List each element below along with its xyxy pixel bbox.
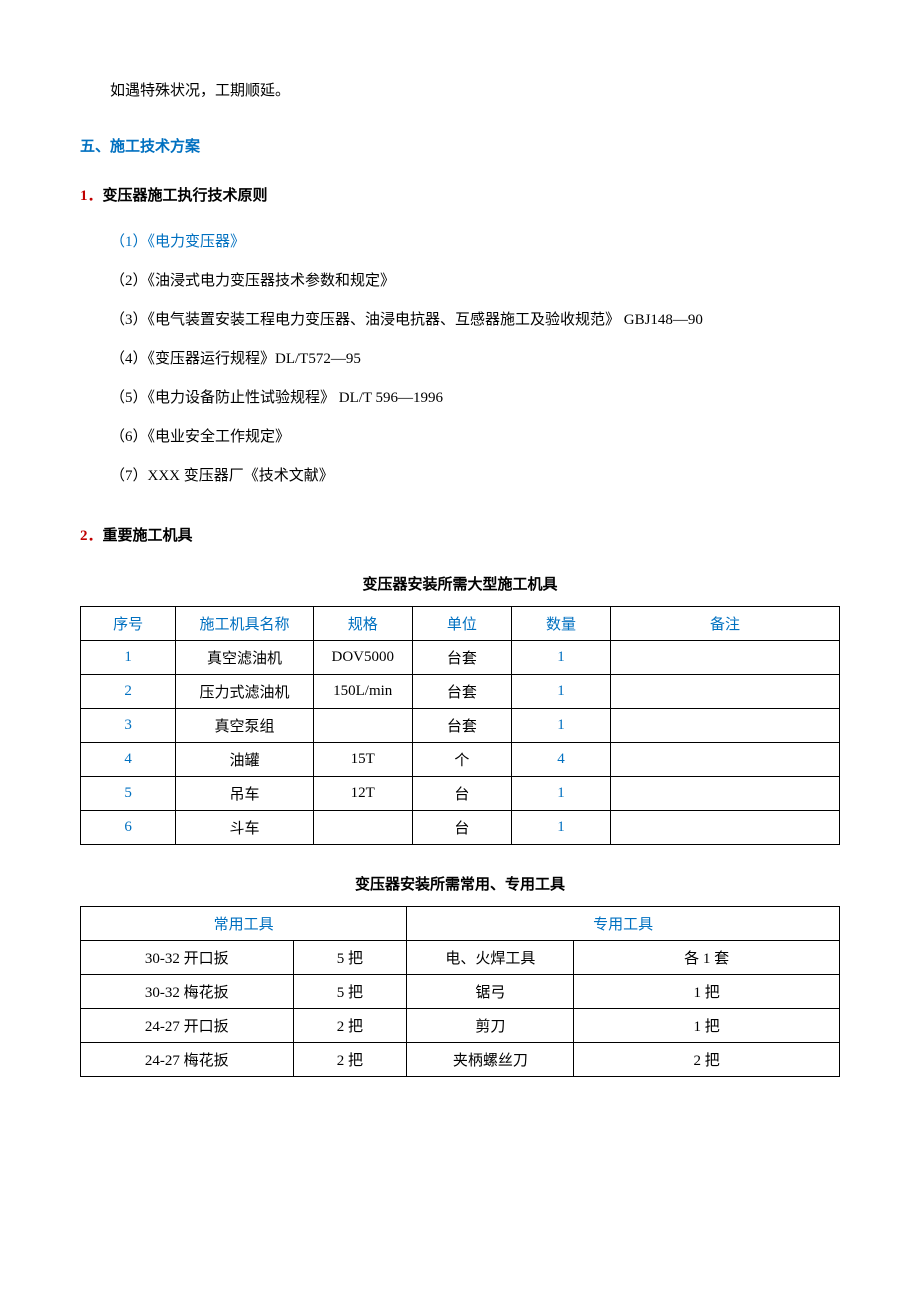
cell: 24-27 梅花扳 [81, 1043, 294, 1077]
col-header: 数量 [511, 607, 610, 641]
table-row: 24-27 梅花扳 2 把 夹柄螺丝刀 2 把 [81, 1043, 840, 1077]
col-header: 施工机具名称 [176, 607, 313, 641]
cell: 各 1 套 [574, 941, 840, 975]
col-header: 备注 [611, 607, 840, 641]
cell [611, 641, 840, 675]
table-2-title: 变压器安装所需常用、专用工具 [80, 873, 840, 894]
equipment-table: 序号 施工机具名称 规格 单位 数量 备注 1 真空滤油机 DOV5000 台套… [80, 606, 840, 845]
principle-item: （3）《电气装置安装工程电力变压器、油浸电抗器、互感器施工及验收规范》 GBJ1… [80, 301, 840, 340]
cell [611, 811, 840, 845]
cell: 4 [511, 743, 610, 777]
cell: 台套 [412, 641, 511, 675]
intro-paragraph: 如遇特殊状况，工期顺延。 [80, 72, 840, 111]
cell: 1 [81, 641, 176, 675]
cell: 压力式滤油机 [176, 675, 313, 709]
cell: 夹柄螺丝刀 [407, 1043, 574, 1077]
subsection-2-number: 2． [80, 528, 103, 544]
cell: 台 [412, 811, 511, 845]
table-row: 1 真空滤油机 DOV5000 台套 1 [81, 641, 840, 675]
tools-table: 常用工具 专用工具 30-32 开口扳 5 把 电、火焊工具 各 1 套 30-… [80, 906, 840, 1077]
col-header: 单位 [412, 607, 511, 641]
cell [611, 743, 840, 777]
cell: 12T [313, 777, 412, 811]
table-row: 4 油罐 15T 个 4 [81, 743, 840, 777]
principles-list: （1）《电力变压器》 （2）《油浸式电力变压器技术参数和规定》 （3）《电气装置… [80, 223, 840, 512]
table-row: 5 吊车 12T 台 1 [81, 777, 840, 811]
cell: 1 [511, 675, 610, 709]
table-row: 6 斗车 台 1 [81, 811, 840, 845]
cell: DOV5000 [313, 641, 412, 675]
cell: 30-32 开口扳 [81, 941, 294, 975]
cell: 5 [81, 777, 176, 811]
cell: 30-32 梅花扳 [81, 975, 294, 1009]
table-header-row: 序号 施工机具名称 规格 单位 数量 备注 [81, 607, 840, 641]
table-header-row: 常用工具 专用工具 [81, 907, 840, 941]
principle-item: （1）《电力变压器》 [80, 223, 840, 262]
document-page: 如遇特殊状况，工期顺延。 五、施工技术方案 1．变压器施工执行技术原则 （1）《… [0, 0, 920, 1125]
principle-item: （6）《电业安全工作规定》 [80, 418, 840, 457]
cell: 24-27 开口扳 [81, 1009, 294, 1043]
col-header: 规格 [313, 607, 412, 641]
cell [313, 709, 412, 743]
principle-item: （7）XXX 变压器厂《技术文献》 [80, 457, 840, 496]
table-row: 30-32 梅花扳 5 把 锯弓 1 把 [81, 975, 840, 1009]
cell: 台套 [412, 675, 511, 709]
table-row: 30-32 开口扳 5 把 电、火焊工具 各 1 套 [81, 941, 840, 975]
cell: 150L/min [313, 675, 412, 709]
cell: 真空泵组 [176, 709, 313, 743]
principle-item: （5）《电力设备防止性试验规程》 DL/T 596—1996 [80, 379, 840, 418]
table-1-title: 变压器安装所需大型施工机具 [80, 573, 840, 594]
cell: 1 把 [574, 1009, 840, 1043]
principle-item: （4）《变压器运行规程》DL/T572—95 [80, 340, 840, 379]
cell [611, 675, 840, 709]
col-header: 常用工具 [81, 907, 407, 941]
section-5-heading: 五、施工技术方案 [80, 135, 840, 156]
table-row: 24-27 开口扳 2 把 剪刀 1 把 [81, 1009, 840, 1043]
subsection-1-number: 1． [80, 188, 103, 204]
cell: 电、火焊工具 [407, 941, 574, 975]
principle-item: （2）《油浸式电力变压器技术参数和规定》 [80, 262, 840, 301]
subsection-2-heading: 2．重要施工机具 [80, 524, 840, 545]
cell: 个 [412, 743, 511, 777]
cell: 2 把 [574, 1043, 840, 1077]
cell: 1 [511, 811, 610, 845]
col-header: 序号 [81, 607, 176, 641]
cell: 5 把 [293, 941, 407, 975]
cell: 真空滤油机 [176, 641, 313, 675]
subsection-2-title: 重要施工机具 [103, 528, 193, 544]
cell [611, 777, 840, 811]
cell: 油罐 [176, 743, 313, 777]
cell: 2 把 [293, 1043, 407, 1077]
cell: 台套 [412, 709, 511, 743]
cell: 1 把 [574, 975, 840, 1009]
cell [611, 709, 840, 743]
cell: 15T [313, 743, 412, 777]
cell: 台 [412, 777, 511, 811]
cell: 2 [81, 675, 176, 709]
cell: 1 [511, 777, 610, 811]
cell: 吊车 [176, 777, 313, 811]
cell: 1 [511, 709, 610, 743]
cell: 1 [511, 641, 610, 675]
subsection-1-title: 变压器施工执行技术原则 [103, 188, 268, 204]
cell: 锯弓 [407, 975, 574, 1009]
subsection-1-heading: 1．变压器施工执行技术原则 [80, 184, 840, 205]
table-row: 2 压力式滤油机 150L/min 台套 1 [81, 675, 840, 709]
cell: 6 [81, 811, 176, 845]
col-header: 专用工具 [407, 907, 840, 941]
cell: 4 [81, 743, 176, 777]
cell: 斗车 [176, 811, 313, 845]
cell: 5 把 [293, 975, 407, 1009]
cell: 2 把 [293, 1009, 407, 1043]
cell [313, 811, 412, 845]
table-row: 3 真空泵组 台套 1 [81, 709, 840, 743]
cell: 3 [81, 709, 176, 743]
cell: 剪刀 [407, 1009, 574, 1043]
